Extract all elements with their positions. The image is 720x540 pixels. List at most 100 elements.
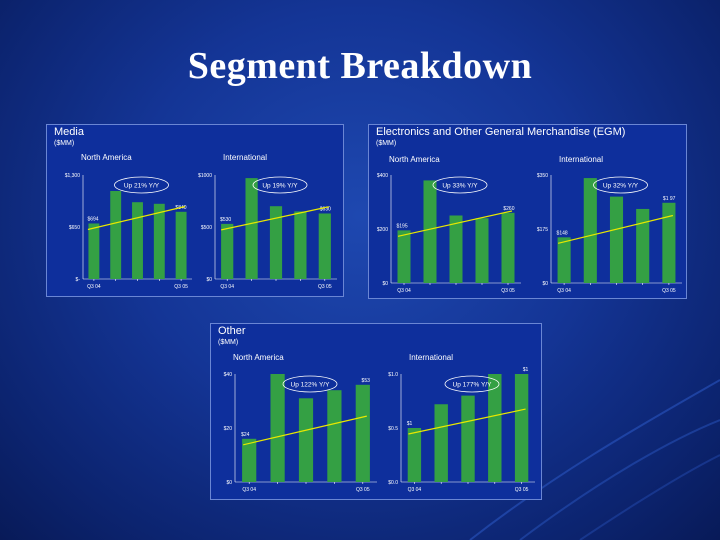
bar xyxy=(636,208,650,283)
media-panel: Media ($MM) North America $1,300 $650 $- $69… xyxy=(46,124,344,297)
bar xyxy=(514,374,529,482)
trend-line xyxy=(221,206,329,231)
y-tick-label: $350 xyxy=(537,173,548,179)
egm-panel: Electronics and Other General Merchandis… xyxy=(368,124,687,299)
bar xyxy=(327,390,342,482)
y-tick-label: $200 xyxy=(377,227,388,233)
bar xyxy=(449,215,463,283)
data-label: $1 97 xyxy=(663,196,676,202)
bar xyxy=(270,374,285,482)
bar xyxy=(110,191,122,279)
y-tick-label: $0.0 xyxy=(388,480,398,486)
y-tick-label: $175 xyxy=(537,227,548,233)
bar-chart-international: International $350 $175 $0 $148 $1 97 Q3 04 Q3 … xyxy=(537,155,682,294)
x-tick-label: Q3 05 xyxy=(356,487,370,493)
data-label: $530 xyxy=(220,217,231,223)
y-tick-label: $20 xyxy=(224,426,233,432)
y-tick-label: $0 xyxy=(382,281,388,287)
slide-title: Segment Breakdown xyxy=(187,45,533,87)
panel-unit: ($MM) xyxy=(218,339,239,346)
x-tick-label: Q3 05 xyxy=(662,288,676,294)
x-tick-label: Q3 04 xyxy=(220,284,234,290)
bar xyxy=(269,206,283,279)
bar xyxy=(175,211,187,279)
chart-heading: North America xyxy=(233,353,284,362)
data-label: $260 xyxy=(503,206,514,212)
y-tick-label: $0 xyxy=(226,480,232,486)
growth-callout: Up 122% Y/Y xyxy=(291,382,331,389)
bar xyxy=(245,178,258,279)
bar xyxy=(88,223,100,279)
y-tick-label: $1000 xyxy=(198,173,212,179)
data-label: $1 xyxy=(523,367,529,373)
y-tick-label: $500 xyxy=(201,225,212,231)
chart-heading: International xyxy=(559,155,603,164)
x-tick-label: Q3 04 xyxy=(397,288,411,294)
bar xyxy=(298,398,314,482)
callout-ellipse xyxy=(114,176,169,194)
bar xyxy=(662,202,676,283)
x-tick-label: Q3 05 xyxy=(174,284,188,290)
panel-title: Electronics and Other General Merchandis… xyxy=(376,126,626,138)
panel-title: Other xyxy=(218,325,246,337)
bar xyxy=(153,203,165,279)
other-chart-svg: North America $40 $20 $0 $24 $53 Q3 04 Q3 05 Up … xyxy=(224,353,535,493)
bar xyxy=(221,223,234,279)
y-tick-label: $0 xyxy=(542,281,548,287)
chart-heading: North America xyxy=(389,155,440,164)
trend-line xyxy=(408,408,526,435)
x-tick-label: Q3 04 xyxy=(87,284,101,290)
growth-callout: Up 32% Y/Y xyxy=(603,183,639,190)
chart-heading: International xyxy=(409,353,453,362)
trend-line xyxy=(397,210,513,237)
trend-line xyxy=(557,214,674,244)
y-tick-label: $- xyxy=(76,277,81,283)
egm-chart-svg: North America $400 $200 $0 $195 $260 Q3 04 Q3 0… xyxy=(377,155,682,294)
growth-callout: Up 21% Y/Y xyxy=(124,183,160,190)
chart-heading: International xyxy=(223,153,267,162)
data-label: $53 xyxy=(362,378,371,384)
panel-unit: ($MM) xyxy=(376,140,397,147)
x-tick-label: Q3 04 xyxy=(242,487,256,493)
bar xyxy=(609,196,624,283)
y-tick-label: $0.5 xyxy=(388,426,398,432)
data-label: $195 xyxy=(397,223,408,229)
y-tick-label: $0 xyxy=(206,277,212,283)
data-label: $148 xyxy=(557,230,568,236)
bar xyxy=(423,180,437,283)
bar xyxy=(407,428,422,482)
x-tick-label: Q3 04 xyxy=(557,288,571,294)
bar-chart-international: International $1000 $500 $0 $530 $630 Q3 04 Q3 … xyxy=(198,153,337,290)
trend-line xyxy=(87,205,186,231)
bar xyxy=(557,237,571,283)
panel-title: Media xyxy=(54,126,84,138)
bar xyxy=(397,230,411,283)
data-label: $24 xyxy=(241,432,250,438)
bar-chart-north-america: North America $40 $20 $0 $24 $53 Q3 04 Q3 05 Up … xyxy=(224,353,377,493)
callout-ellipse xyxy=(282,375,338,393)
bar xyxy=(242,438,257,482)
bar xyxy=(294,211,307,279)
media-chart-svg: North America$1,300$650$-$694$840Q3 04Q3… xyxy=(65,153,337,290)
y-tick-label: $40 xyxy=(224,372,233,378)
x-tick-label: Q3 04 xyxy=(408,487,422,493)
bar-chart-north-america: North America $400 $200 $0 $195 $260 Q3 04 Q3 0… xyxy=(377,155,521,294)
bar xyxy=(488,374,502,482)
bar xyxy=(434,404,448,482)
panel-unit: ($MM) xyxy=(54,140,75,147)
bar xyxy=(583,178,597,283)
other-panel: Other ($MM) North America $40 $20 $0 $24 $53 Q… xyxy=(210,323,542,500)
bar xyxy=(132,202,143,279)
data-label: $630 xyxy=(320,206,331,212)
callout-ellipse xyxy=(444,375,500,393)
chart-heading: North America xyxy=(81,153,132,162)
trend-line xyxy=(243,415,367,446)
y-tick-label: $400 xyxy=(377,173,388,179)
growth-callout: Up 33% Y/Y xyxy=(442,183,478,190)
bar xyxy=(318,213,331,279)
callout-ellipse xyxy=(432,176,488,194)
bar xyxy=(355,384,370,482)
bar xyxy=(501,212,515,283)
growth-callout: Up 177% Y/Y xyxy=(453,382,493,389)
callout-ellipse xyxy=(593,176,648,194)
